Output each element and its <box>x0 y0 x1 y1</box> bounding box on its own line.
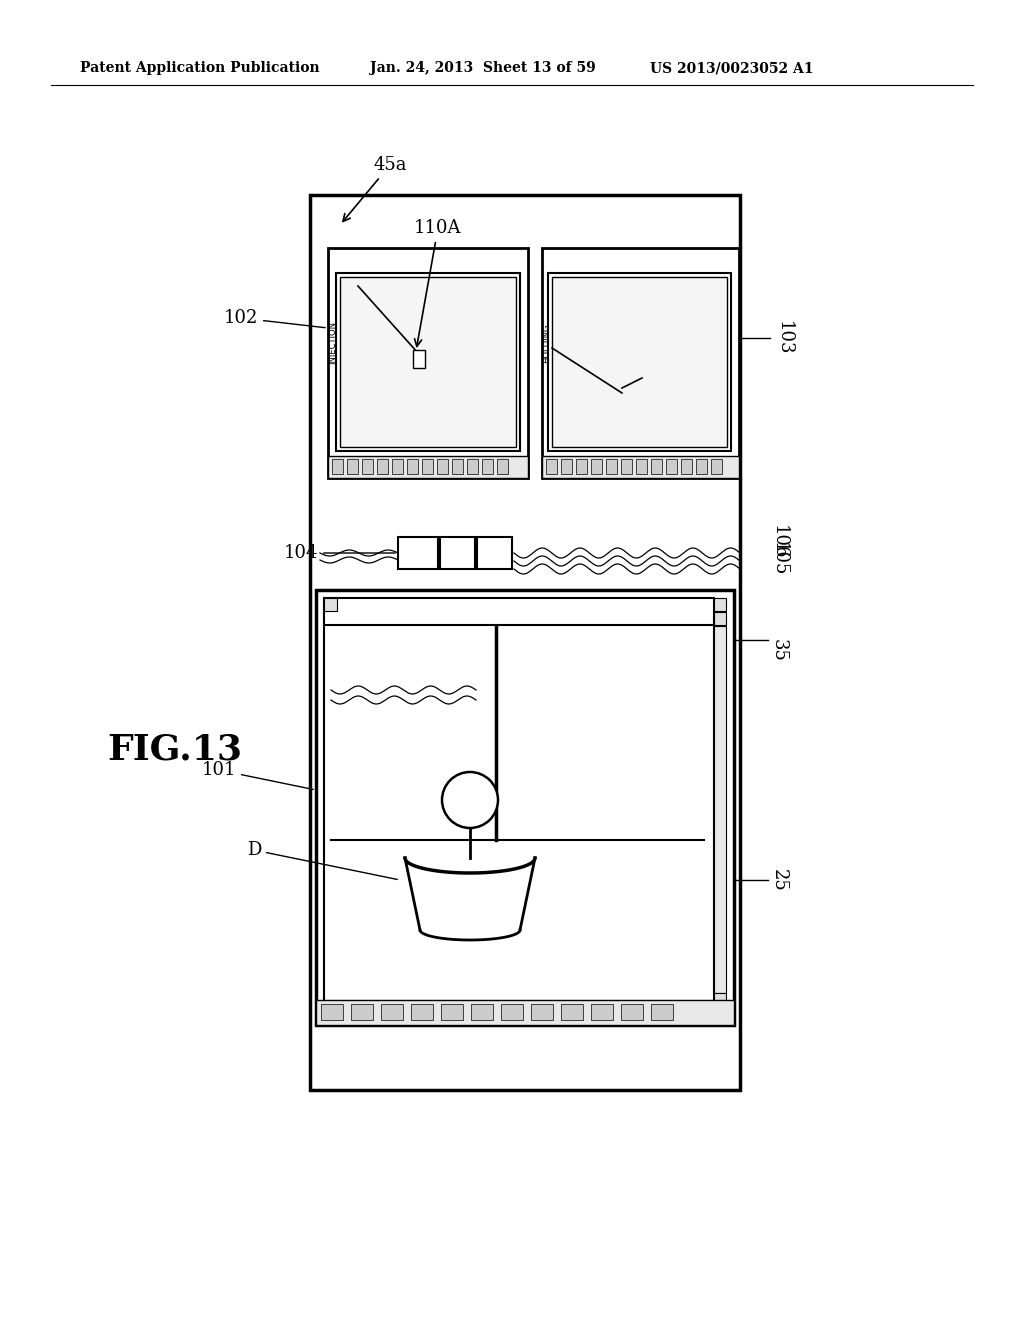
Bar <box>714 598 726 611</box>
Bar <box>714 626 726 993</box>
Bar <box>477 537 512 569</box>
Bar <box>441 1005 463 1020</box>
Text: 101: 101 <box>202 762 313 789</box>
Bar <box>561 459 572 474</box>
Circle shape <box>442 772 498 828</box>
Text: Jan. 24, 2013  Sheet 13 of 59: Jan. 24, 2013 Sheet 13 of 59 <box>370 61 596 75</box>
Bar <box>552 277 727 447</box>
Bar <box>413 350 425 368</box>
Bar <box>681 459 692 474</box>
Text: 102: 102 <box>223 309 326 327</box>
Bar <box>452 459 463 474</box>
Bar <box>381 1005 403 1020</box>
Text: Patent Application Publication: Patent Application Publication <box>80 61 319 75</box>
Bar <box>714 612 726 624</box>
Bar <box>411 1005 433 1020</box>
Bar <box>340 277 516 447</box>
Bar <box>651 459 662 474</box>
Bar <box>324 598 337 611</box>
Text: INJECTION: INJECTION <box>329 322 338 364</box>
Bar <box>351 1005 373 1020</box>
Bar <box>531 1005 553 1020</box>
Bar <box>377 459 388 474</box>
Text: HOLDING: HOLDING <box>543 323 552 363</box>
Bar <box>316 1001 734 1026</box>
Text: 105: 105 <box>770 541 788 577</box>
Bar <box>321 1005 343 1020</box>
Bar <box>437 459 449 474</box>
Bar <box>651 1005 673 1020</box>
Bar <box>696 459 707 474</box>
Bar <box>575 459 587 474</box>
Bar <box>482 459 493 474</box>
Bar <box>666 459 677 474</box>
Bar <box>332 459 343 474</box>
Bar <box>561 1005 583 1020</box>
Bar <box>336 273 520 451</box>
Text: 106: 106 <box>770 525 788 560</box>
Bar <box>497 459 508 474</box>
Bar <box>636 459 647 474</box>
Bar <box>621 1005 643 1020</box>
Bar <box>440 537 475 569</box>
Text: 103: 103 <box>775 321 793 355</box>
Bar <box>542 248 739 478</box>
Bar <box>546 459 557 474</box>
Bar <box>392 459 403 474</box>
Bar <box>347 459 358 474</box>
Bar <box>711 459 722 474</box>
Bar <box>398 537 438 569</box>
Text: 35: 35 <box>770 639 788 661</box>
Bar <box>310 195 740 1090</box>
Bar <box>714 993 726 1005</box>
Bar <box>328 248 528 478</box>
Bar <box>501 1005 523 1020</box>
Bar <box>591 1005 613 1020</box>
Bar <box>328 455 528 478</box>
Text: 45a: 45a <box>343 156 407 222</box>
Bar <box>548 273 731 451</box>
Bar <box>467 459 478 474</box>
Text: FIG.13: FIG.13 <box>108 733 243 767</box>
Bar <box>621 459 632 474</box>
Bar <box>542 455 739 478</box>
Text: US 2013/0023052 A1: US 2013/0023052 A1 <box>650 61 813 75</box>
Text: 104: 104 <box>284 544 395 562</box>
Bar <box>407 459 418 474</box>
Bar <box>471 1005 493 1020</box>
Text: 25: 25 <box>770 869 788 891</box>
Text: 110A: 110A <box>415 219 462 346</box>
Bar <box>324 598 714 1001</box>
Bar <box>316 590 734 1026</box>
Bar <box>422 459 433 474</box>
Bar <box>362 459 373 474</box>
Text: D: D <box>247 841 397 879</box>
Bar <box>591 459 602 474</box>
Bar <box>606 459 617 474</box>
